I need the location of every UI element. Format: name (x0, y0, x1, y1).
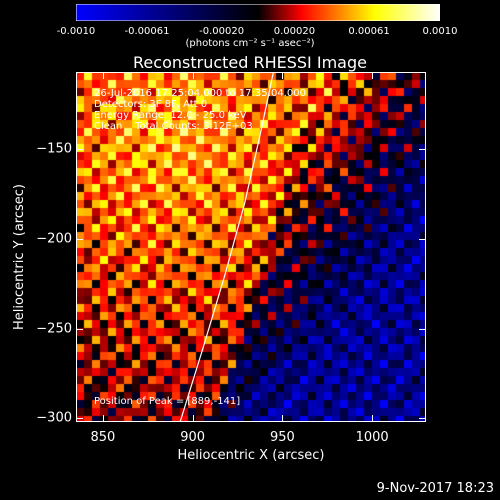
y-tick-mark (419, 418, 426, 420)
x-tick-label: 900 (180, 430, 206, 445)
chart-title: Reconstructed RHESSI Image (133, 53, 367, 72)
peak-position: Position of Peak = [889,-141] (94, 396, 241, 407)
y-tick-mark (76, 149, 83, 151)
y-tick-mark (76, 238, 83, 240)
colorbar-tick-label: 0.00061 (348, 26, 390, 37)
y-tick-label: −300 (36, 410, 72, 426)
plot-frame (76, 72, 426, 422)
y-tick-mark (76, 418, 83, 420)
limb-overlay (179, 72, 275, 422)
y-tick-mark (419, 238, 426, 240)
colorbar-tick-label: -0.00061 (124, 26, 170, 37)
x-tick-mark (282, 72, 284, 79)
colorbar-tick-label: -0.0010 (56, 26, 96, 37)
info-counts: Clean Total Counts: 3.12E+03 (94, 121, 253, 132)
plot-area: 26-Jul-2016 17:25:04.000 to 17:35:04.000… (76, 72, 426, 422)
colorbar-label: (photons cm⁻² s⁻¹ asec⁻²) (185, 38, 315, 49)
colorbar-tick-label: 0.0010 (422, 26, 458, 37)
x-tick-label: 1000 (355, 430, 389, 445)
y-tick-mark (419, 328, 426, 330)
x-tick-mark (192, 72, 194, 79)
timestamp: 9-Nov-2017 18:23 (376, 481, 494, 496)
x-tick-mark (102, 415, 104, 422)
solar-limb-line (179, 72, 275, 422)
info-energy-range: Energy Range: 12.0 - 25.0 keV (94, 110, 247, 121)
y-tick-label: −250 (36, 321, 72, 337)
info-time-range: 26-Jul-2016 17:25:04.000 to 17:35:04.000 (94, 88, 306, 99)
colorbar-tick-label: -0.00020 (199, 26, 245, 37)
x-tick-label: 850 (90, 430, 116, 445)
x-tick-label: 950 (269, 430, 295, 445)
colorbar-tick-label: 0.00020 (273, 26, 316, 37)
heatmap-image (76, 72, 426, 422)
y-tick-mark (419, 149, 426, 151)
info-detectors: Detectors: 3F 8F, Att 0 (94, 99, 208, 110)
x-tick-mark (282, 415, 284, 422)
y-tick-mark (76, 328, 83, 330)
x-tick-mark (372, 72, 374, 79)
x-tick-mark (102, 72, 104, 79)
y-tick-label: −150 (36, 141, 72, 157)
y-tick-label: −200 (36, 231, 72, 247)
colorbar (76, 4, 440, 21)
y-axis-label: Heliocentric Y (arcsec) (12, 184, 27, 330)
colorbar-gradient (76, 4, 440, 21)
x-tick-mark (372, 415, 374, 422)
x-axis-label: Heliocentric X (arcsec) (177, 448, 325, 463)
x-tick-mark (192, 415, 194, 422)
